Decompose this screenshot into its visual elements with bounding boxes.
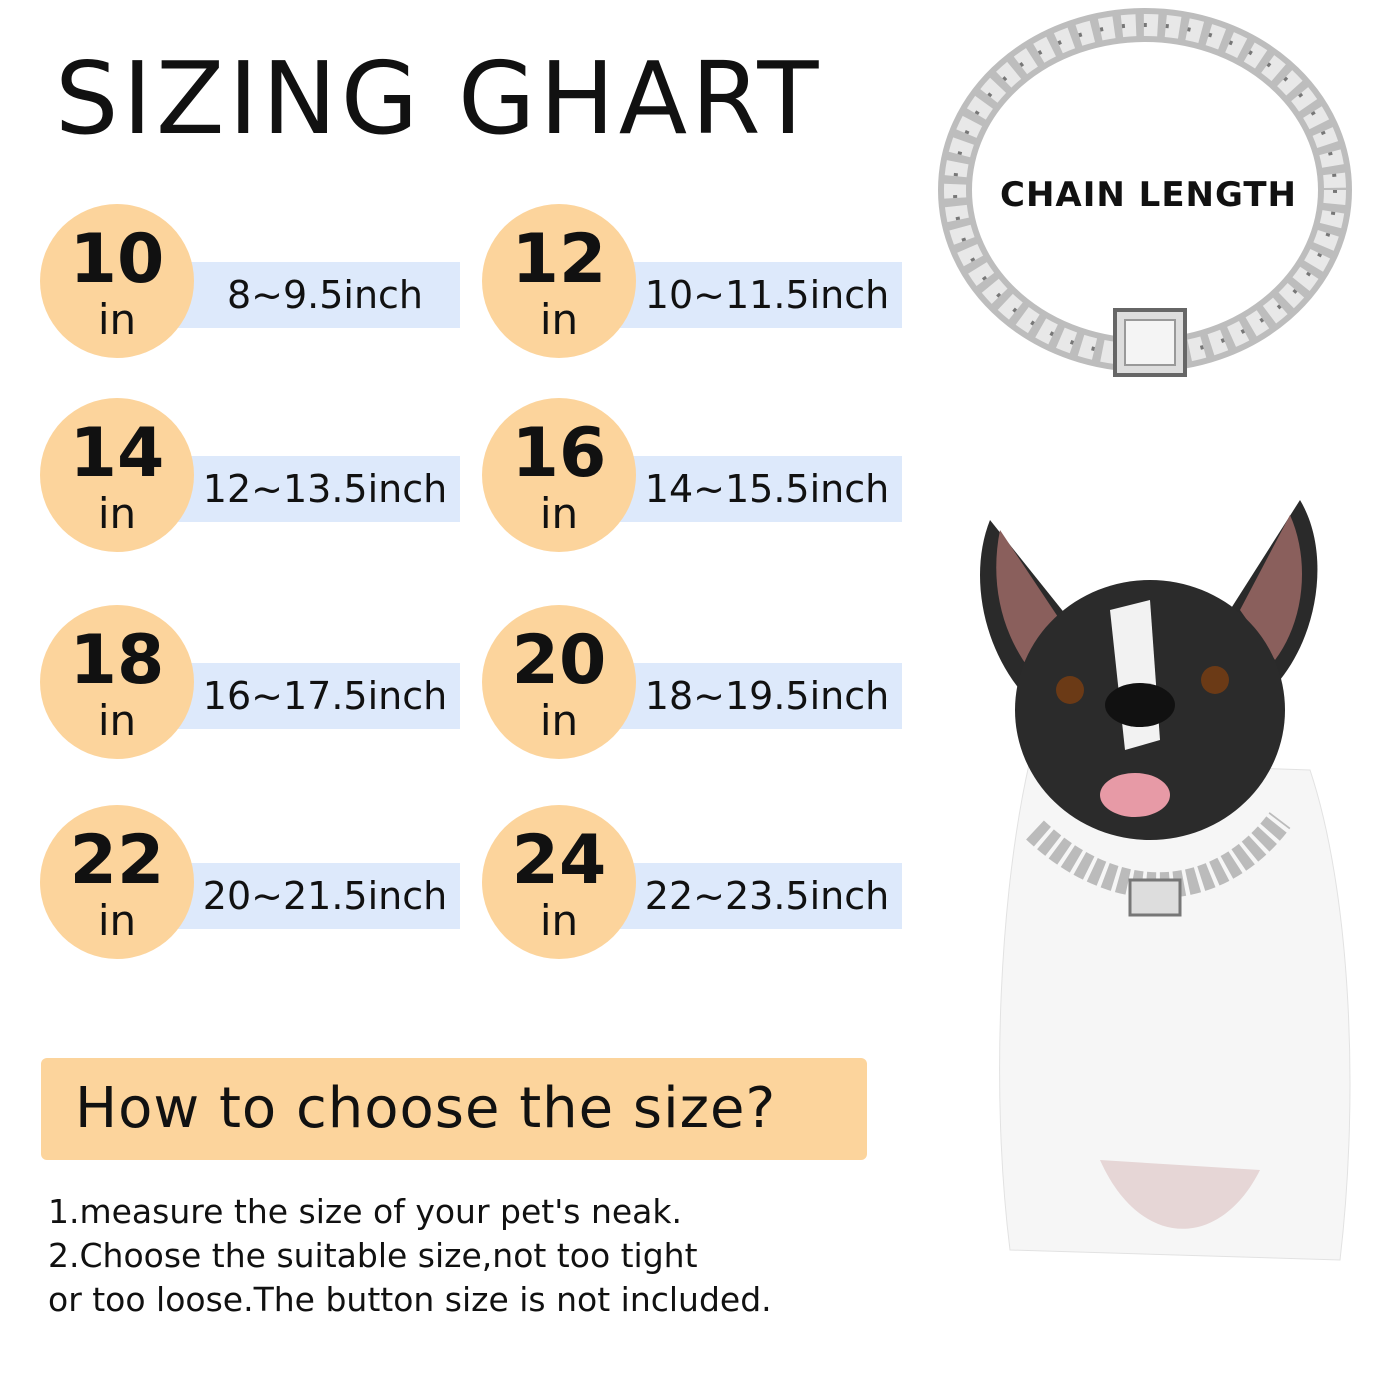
- range-band: [612, 456, 902, 522]
- size-number: 20: [511, 621, 607, 700]
- range-band: [170, 456, 460, 522]
- size-range: 8~9.5inch: [226, 273, 424, 317]
- range-band: [612, 863, 902, 929]
- size-range: 12~13.5inch: [202, 467, 448, 511]
- size-number: 12: [511, 220, 607, 299]
- size-item: 18~19.5inch 20 in: [482, 605, 922, 759]
- chain-length-label: CHAIN LENGTH: [1000, 175, 1297, 215]
- instruction-line: or too loose.The button size is not incl…: [48, 1280, 772, 1319]
- size-circle: 22 in: [40, 805, 194, 959]
- how-to-heading-box: How to choose the size?: [41, 1058, 867, 1160]
- size-unit: in: [97, 489, 137, 538]
- size-unit: in: [539, 696, 579, 745]
- size-unit: in: [539, 489, 579, 538]
- size-circle: 10 in: [40, 204, 194, 358]
- size-number: 22: [69, 821, 165, 900]
- size-item: 20~21.5inch 22 in: [40, 805, 480, 959]
- size-range: 10~11.5inch: [644, 273, 890, 317]
- size-circle: 16 in: [482, 398, 636, 552]
- french-bulldog-image: [980, 500, 1351, 1261]
- instructions: 1.measure the size of your pet's neak. 2…: [48, 1190, 772, 1322]
- size-number: 24: [511, 821, 607, 900]
- size-circle: 20 in: [482, 605, 636, 759]
- size-number: 10: [69, 220, 165, 299]
- size-range: 18~19.5inch: [644, 674, 890, 718]
- size-range: 22~23.5inch: [644, 874, 890, 918]
- size-item: 8~9.5inch 10 in: [40, 204, 480, 358]
- instruction-line: 1.measure the size of your pet's neak.: [48, 1192, 682, 1231]
- size-unit: in: [539, 295, 579, 344]
- size-number: 18: [69, 621, 165, 700]
- size-range: 20~21.5inch: [202, 874, 448, 918]
- range-band: [170, 262, 460, 328]
- size-unit: in: [97, 696, 137, 745]
- size-item: 22~23.5inch 24 in: [482, 805, 922, 959]
- size-unit: in: [539, 896, 579, 945]
- size-range: 14~15.5inch: [644, 467, 890, 511]
- size-item: 14~15.5inch 16 in: [482, 398, 922, 552]
- size-item: 10~11.5inch 12 in: [482, 204, 922, 358]
- size-unit: in: [97, 896, 137, 945]
- how-to-heading: How to choose the size?: [75, 1076, 777, 1141]
- size-item: 16~17.5inch 18 in: [40, 605, 480, 759]
- chain-collar-image: [938, 8, 1352, 377]
- range-band: [170, 863, 460, 929]
- range-band: [612, 262, 902, 328]
- range-band: [170, 663, 460, 729]
- size-number: 14: [69, 414, 165, 493]
- size-circle: 24 in: [482, 805, 636, 959]
- size-circle: 14 in: [40, 398, 194, 552]
- instruction-line: 2.Choose the suitable size,not too tight: [48, 1236, 698, 1275]
- size-circle: 18 in: [40, 605, 194, 759]
- size-unit: in: [97, 295, 137, 344]
- page-title: SIZING GHART: [55, 40, 823, 157]
- size-item: 12~13.5inch 14 in: [40, 398, 480, 552]
- size-number: 16: [511, 414, 607, 493]
- size-circle: 12 in: [482, 204, 636, 358]
- size-range: 16~17.5inch: [202, 674, 448, 718]
- range-band: [612, 663, 902, 729]
